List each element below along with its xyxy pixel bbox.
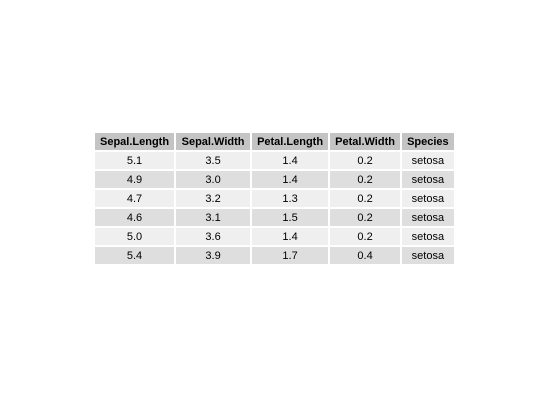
table-cell: 0.2 [330, 209, 401, 226]
table-cell: 1.4 [252, 152, 329, 169]
column-header-sepal-length: Sepal.Length [95, 133, 175, 150]
header-row: Sepal.Length Sepal.Width Petal.Length Pe… [95, 133, 454, 150]
table-cell: 3.6 [176, 228, 251, 245]
table-cell: 5.4 [95, 247, 175, 264]
table-row: 4.9 3.0 1.4 0.2 setosa [95, 171, 454, 188]
table-cell: 3.5 [176, 152, 251, 169]
column-header-petal-length: Petal.Length [252, 133, 329, 150]
table-cell: setosa [402, 190, 454, 207]
table-cell: 3.0 [176, 171, 251, 188]
table-cell: setosa [402, 247, 454, 264]
table-cell: 4.9 [95, 171, 175, 188]
table-cell: 3.9 [176, 247, 251, 264]
table-cell: 3.2 [176, 190, 251, 207]
table-cell: 1.7 [252, 247, 329, 264]
table-row: 5.0 3.6 1.4 0.2 setosa [95, 228, 454, 245]
table-cell: 0.4 [330, 247, 401, 264]
column-header-sepal-width: Sepal.Width [176, 133, 251, 150]
table-header: Sepal.Length Sepal.Width Petal.Length Pe… [95, 133, 454, 150]
table-cell: 1.3 [252, 190, 329, 207]
table-cell: 0.2 [330, 190, 401, 207]
table-cell: 0.2 [330, 152, 401, 169]
table-cell: setosa [402, 171, 454, 188]
table-cell: 0.2 [330, 171, 401, 188]
table-cell: 1.4 [252, 171, 329, 188]
table-cell: 4.6 [95, 209, 175, 226]
table-cell: 3.1 [176, 209, 251, 226]
table-cell: 1.4 [252, 228, 329, 245]
table-body: 5.1 3.5 1.4 0.2 setosa 4.9 3.0 1.4 0.2 s… [95, 152, 454, 264]
table-row: 5.4 3.9 1.7 0.4 setosa [95, 247, 454, 264]
table-cell: setosa [402, 228, 454, 245]
table-cell: setosa [402, 209, 454, 226]
column-header-petal-width: Petal.Width [330, 133, 401, 150]
table-row: 4.7 3.2 1.3 0.2 setosa [95, 190, 454, 207]
table-cell: setosa [402, 152, 454, 169]
column-header-species: Species [402, 133, 454, 150]
table-container: Sepal.Length Sepal.Width Petal.Length Pe… [93, 131, 456, 266]
table-cell: 5.1 [95, 152, 175, 169]
table-cell: 5.0 [95, 228, 175, 245]
table-row: 5.1 3.5 1.4 0.2 setosa [95, 152, 454, 169]
table-cell: 1.5 [252, 209, 329, 226]
table-row: 4.6 3.1 1.5 0.2 setosa [95, 209, 454, 226]
data-table: Sepal.Length Sepal.Width Petal.Length Pe… [93, 131, 456, 266]
table-cell: 4.7 [95, 190, 175, 207]
table-cell: 0.2 [330, 228, 401, 245]
